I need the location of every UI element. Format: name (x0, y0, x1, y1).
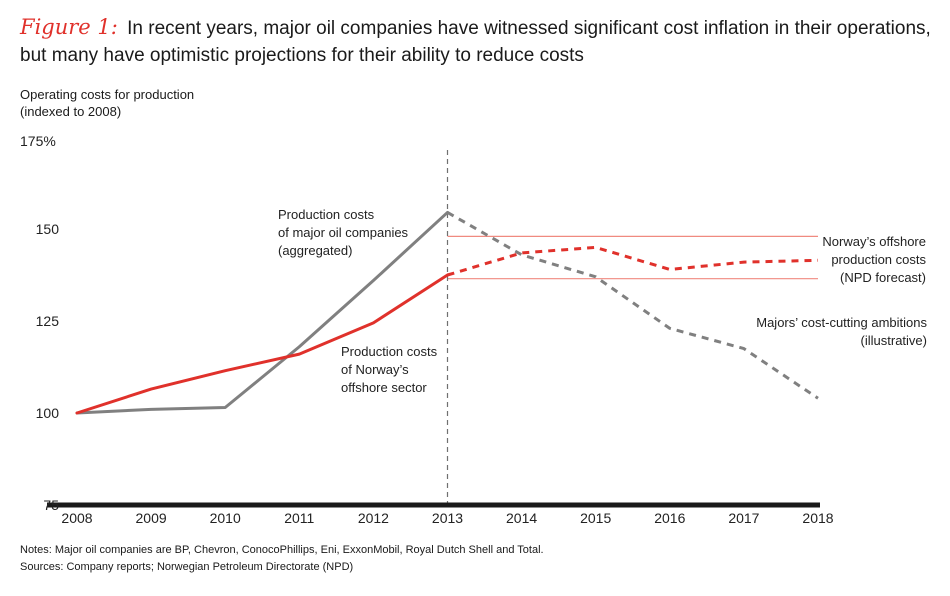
x-tick-label: 2014 (506, 510, 537, 526)
annotation-forecast: (NPD forecast) (840, 270, 926, 285)
annotations: Production costs of major oil companies (a… (278, 207, 927, 395)
x-tick-label: 2017 (728, 510, 759, 526)
x-tick-label: 2011 (284, 510, 314, 526)
annotation-forecast: Norway’s offshore (822, 234, 926, 249)
tick-labels: 75 100 125 150 175% 2008 2009 2010 2011 2012 2013 2… (20, 133, 834, 526)
y-tick-label: 150 (36, 221, 60, 237)
x-tick-label: 2009 (136, 510, 167, 526)
x-tick-label: 2012 (358, 510, 389, 526)
annotation-norway: Production costs (341, 344, 438, 359)
y-tick-label-top: 175% (20, 133, 56, 149)
y-axis-label-line: (indexed to 2008) (20, 104, 122, 119)
figure-title: Figure 1: In recent years, major oil com… (20, 14, 945, 69)
series-line-dashed-majors (446, 211, 819, 400)
forecast-band (447, 235, 818, 280)
x-tick-label: 2016 (654, 510, 685, 526)
x-tick-label: 2013 (432, 510, 463, 526)
y-tick-label: 125 (36, 313, 60, 329)
sources-line: Sources: Company reports; Norwegian Petr… (20, 561, 354, 573)
series-line-solid-norway (75, 273, 449, 415)
y-tick-label: 75 (43, 497, 59, 513)
x-tick-label: 2008 (61, 510, 92, 526)
y-axis-label: Operating costs for production (indexed … (20, 86, 194, 120)
x-tick-label: 2018 (802, 510, 833, 526)
series-lines (75, 210, 819, 415)
annotation-ambitions: Majors’ cost-cutting ambitions (756, 315, 927, 330)
x-tick-label: 2010 (210, 510, 241, 526)
annotation-majors: of major oil companies (278, 225, 409, 240)
annotation-forecast: production costs (831, 252, 926, 267)
annotation-majors: Production costs (278, 207, 375, 222)
y-tick-label: 100 (36, 405, 60, 421)
y-axis-label-line: Operating costs for production (20, 87, 195, 102)
annotation-majors: (aggregated) (278, 243, 352, 258)
series-line-solid-majors (75, 210, 449, 415)
annotation-norway: of Norway’s (341, 362, 409, 377)
annotation-norway: offshore sector (341, 380, 427, 395)
notes-line: Notes: Major oil companies are BP, Chevr… (20, 544, 544, 556)
notes: Notes: Major oil companies are BP, Chevr… (20, 542, 544, 576)
x-tick-label: 2015 (580, 510, 611, 526)
series-line-dashed-norway (447, 245, 819, 277)
annotation-ambitions: (illustrative) (861, 333, 927, 348)
figure-title-text: In recent years, major oil companies hav… (20, 18, 931, 66)
figure-label: Figure 1: (20, 15, 118, 39)
